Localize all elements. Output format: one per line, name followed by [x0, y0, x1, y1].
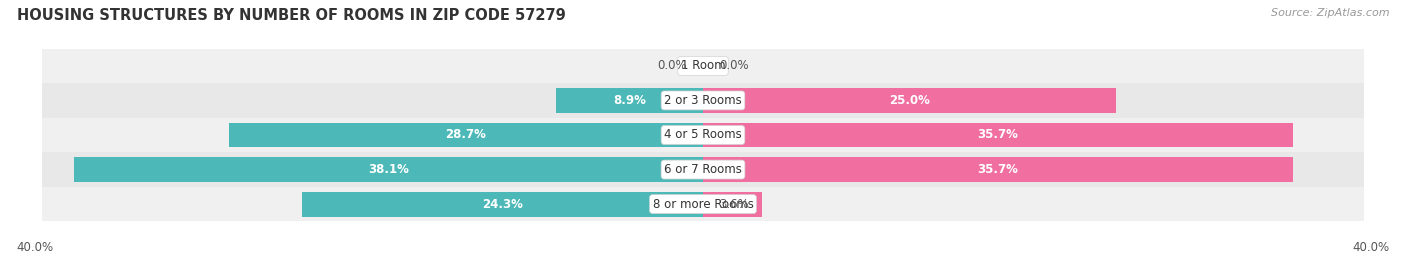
- Text: 35.7%: 35.7%: [977, 163, 1018, 176]
- Bar: [42, 49, 1364, 83]
- Bar: [229, 123, 703, 147]
- Text: 8 or more Rooms: 8 or more Rooms: [652, 198, 754, 211]
- Bar: [42, 118, 1364, 152]
- Text: 0.0%: 0.0%: [657, 59, 686, 72]
- Text: 25.0%: 25.0%: [889, 94, 929, 107]
- Bar: [555, 88, 703, 113]
- Text: 24.3%: 24.3%: [482, 198, 523, 211]
- Text: Source: ZipAtlas.com: Source: ZipAtlas.com: [1271, 8, 1389, 18]
- Text: 1 Room: 1 Room: [681, 59, 725, 72]
- Bar: [42, 187, 1364, 221]
- Text: 40.0%: 40.0%: [1353, 241, 1389, 254]
- Bar: [301, 192, 703, 217]
- Text: 2 or 3 Rooms: 2 or 3 Rooms: [664, 94, 742, 107]
- Bar: [42, 152, 1364, 187]
- Text: 0.0%: 0.0%: [720, 59, 749, 72]
- Text: 28.7%: 28.7%: [446, 129, 486, 141]
- Text: 4 or 5 Rooms: 4 or 5 Rooms: [664, 129, 742, 141]
- Text: 8.9%: 8.9%: [613, 94, 645, 107]
- Bar: [42, 83, 1364, 118]
- Text: 35.7%: 35.7%: [977, 129, 1018, 141]
- Bar: [703, 123, 1292, 147]
- Text: HOUSING STRUCTURES BY NUMBER OF ROOMS IN ZIP CODE 57279: HOUSING STRUCTURES BY NUMBER OF ROOMS IN…: [17, 8, 565, 23]
- Bar: [703, 88, 1116, 113]
- Text: 6 or 7 Rooms: 6 or 7 Rooms: [664, 163, 742, 176]
- Bar: [73, 157, 703, 182]
- Bar: [703, 157, 1292, 182]
- Bar: [703, 192, 762, 217]
- Text: 38.1%: 38.1%: [368, 163, 409, 176]
- Text: 40.0%: 40.0%: [17, 241, 53, 254]
- Text: 3.6%: 3.6%: [720, 198, 749, 211]
